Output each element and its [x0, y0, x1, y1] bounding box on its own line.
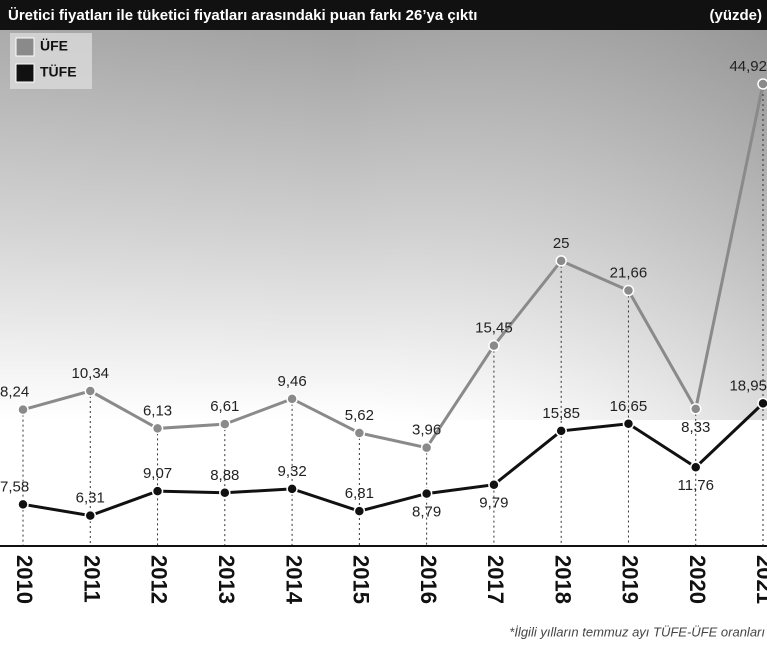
- data-point: [488, 478, 500, 491]
- legend-swatch: [15, 37, 35, 57]
- data-point: [689, 461, 702, 473]
- x-tick-label: 2020: [685, 555, 710, 604]
- data-point: [17, 403, 29, 416]
- x-tick-label: 2019: [618, 555, 643, 604]
- data-point: [151, 485, 164, 497]
- x-tick-label: 2011: [79, 555, 104, 603]
- data-point: [286, 393, 298, 405]
- legend-label: ÜFE: [40, 38, 68, 54]
- x-tick-label: 2015: [349, 555, 374, 604]
- value-label: 10,34: [71, 365, 109, 382]
- value-label: 25: [553, 235, 570, 252]
- data-point: [420, 487, 433, 500]
- data-point: [488, 339, 500, 352]
- value-label: 6,81: [345, 485, 374, 502]
- value-label: 18,95: [729, 377, 767, 394]
- background-photo-shade: [0, 0, 767, 420]
- value-label: 6,31: [76, 490, 105, 507]
- data-point: [622, 418, 635, 430]
- value-label: 8,88: [210, 467, 239, 484]
- x-tick-label: 2017: [483, 555, 508, 604]
- legend-swatch: [15, 63, 35, 83]
- data-point: [151, 422, 164, 435]
- data-point: [555, 255, 567, 267]
- unit-label: (yüzde): [710, 7, 763, 24]
- data-point: [17, 498, 29, 511]
- data-point: [353, 505, 366, 517]
- value-label: 9,32: [277, 463, 306, 480]
- data-point: [420, 441, 433, 454]
- data-point: [757, 78, 767, 90]
- x-tick-label: 2018: [550, 555, 575, 604]
- data-point: [757, 397, 767, 410]
- x-tick-label: 2010: [12, 555, 37, 604]
- value-label: 8,33: [681, 419, 710, 436]
- value-label: 21,66: [610, 264, 648, 281]
- value-label: 15,85: [542, 405, 580, 422]
- data-point: [219, 487, 231, 499]
- value-label: 7,58: [0, 478, 29, 495]
- plot-lower-bg: [0, 420, 767, 550]
- data-point: [622, 284, 635, 297]
- data-point: [286, 483, 298, 495]
- series-line: [22, 83, 765, 450]
- value-label: 44,92: [729, 58, 767, 75]
- footnote: *İlgili yılların temmuz ayı TÜFE-ÜFE ora…: [509, 624, 765, 639]
- data-point: [84, 385, 97, 397]
- x-tick-label: 2016: [416, 555, 441, 604]
- data-point: [689, 403, 702, 415]
- data-point: [219, 418, 231, 430]
- value-label: 6,61: [210, 398, 239, 415]
- series-line: [22, 402, 765, 518]
- value-label: 5,62: [345, 407, 374, 424]
- value-label: 3,96: [412, 422, 441, 439]
- chart-title: Üretici fiyatları ile tüketici fiyatları…: [8, 7, 477, 24]
- x-tick-label: 2021: [752, 555, 767, 604]
- data-point: [84, 509, 97, 522]
- x-tick-label: 2013: [214, 555, 239, 604]
- data-point: [353, 427, 366, 439]
- legend-label: TÜFE: [40, 64, 77, 80]
- x-tick-label: 2014: [281, 555, 306, 605]
- value-label: 9,46: [277, 373, 306, 390]
- value-label: 6,13: [143, 402, 172, 419]
- title-bar: [0, 0, 767, 30]
- value-label: 16,65: [610, 398, 648, 415]
- value-label: 15,45: [475, 320, 513, 337]
- value-label: 8,79: [412, 504, 441, 521]
- value-label: 9,79: [479, 495, 508, 512]
- value-label: 8,24: [0, 384, 29, 401]
- value-label: 11,76: [678, 477, 714, 494]
- x-tick-label: 2012: [147, 555, 172, 604]
- data-point: [555, 425, 567, 437]
- value-label: 9,07: [143, 465, 172, 482]
